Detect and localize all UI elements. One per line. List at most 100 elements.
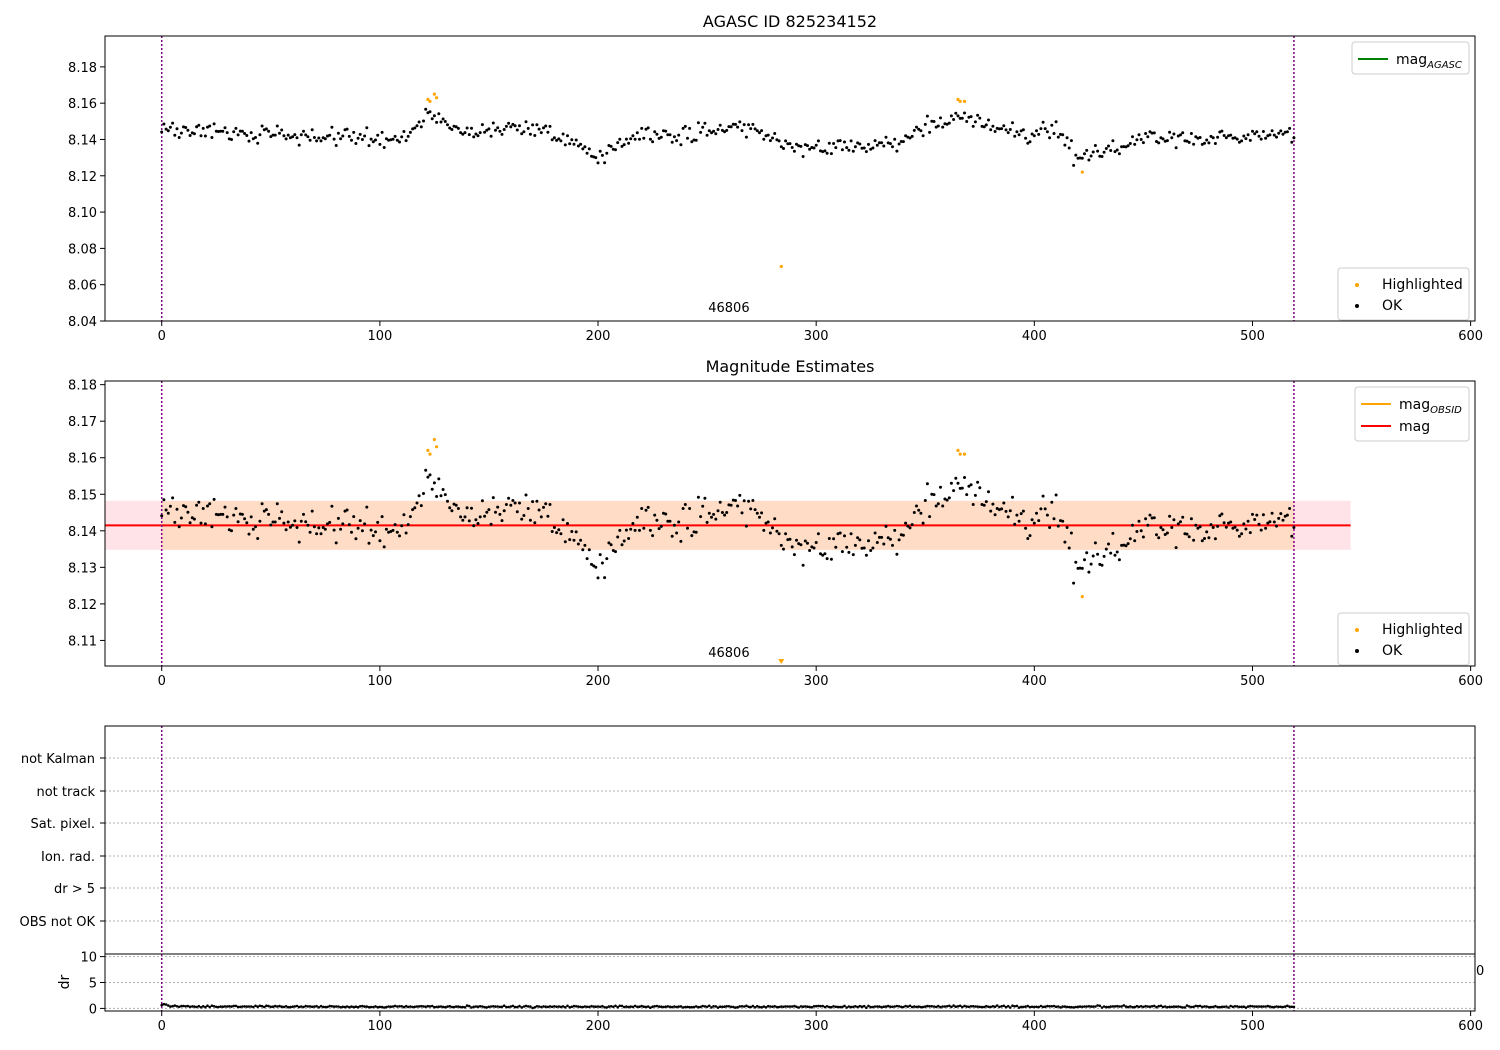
data-point-ok [814,541,818,544]
data-point-ok [336,516,340,520]
dr-point [614,1004,617,1008]
dr-point [662,1005,665,1009]
data-point-ok [417,494,421,498]
data-point-ok [1100,563,1104,567]
dr-point [195,1005,198,1009]
data-point-ok [939,116,942,120]
data-point-ok [184,505,188,509]
dr-point [801,1005,805,1008]
data-point-ok [358,519,362,523]
data-point-ok [644,508,648,512]
dr-point [221,1005,225,1008]
dr-point [1179,1005,1182,1009]
data-point-ok [1288,507,1292,510]
dr-point [834,1005,838,1009]
data-point-ok [991,502,995,506]
data-point-ok [199,521,203,525]
data-point-ok [904,521,908,525]
data-point-ok [607,541,611,545]
dr-point [500,1005,504,1009]
dr-point [544,1005,547,1008]
data-point-ok [915,504,918,508]
dr-point [1249,1004,1252,1008]
data-point-ok [570,138,574,142]
dr-point [341,1005,345,1009]
dr-point [921,1005,925,1009]
dr-point [891,1005,894,1009]
data-point-ok [1052,132,1056,135]
data-point-ok [744,524,748,528]
data-point-ok [472,135,476,139]
data-point-ok [219,512,223,516]
data-point-ok [1213,537,1217,541]
data-point-ok [1074,560,1078,564]
dr-point [684,1005,687,1009]
data-point-ok [771,526,774,530]
data-point-ok [332,137,336,141]
data-point-ok [550,530,554,533]
data-point-ok [1043,127,1047,131]
dr-point [847,1005,851,1008]
magnitude-estimates-panel: Magnitude Estimates 46806 0 100 200 300 400 5… [68,357,1483,689]
data-point-ok [494,128,497,132]
data-point-ok [308,138,312,142]
dr-point [1059,1006,1062,1009]
dr-point [640,1004,643,1008]
data-point-ok [356,136,360,140]
data-point-ok [847,148,851,152]
data-point-ok [1222,134,1226,137]
data-point-ok [236,133,240,137]
data-point-ok [790,545,794,549]
data-point-ok [439,120,443,124]
data-point-ok [243,517,247,521]
data-point-ok [395,138,399,142]
dr-point [620,1004,624,1008]
dr-point [271,1005,275,1008]
data-point-ok [1021,509,1025,513]
data-point-ok [620,543,624,547]
dr-point [546,1005,550,1009]
dr-point [273,1004,277,1008]
data-point-ok [699,130,703,134]
dr-point [197,1004,201,1008]
dr-point [1122,1004,1126,1007]
data-point-ok [1237,534,1241,538]
data-point-ok [273,133,277,137]
dr-point [766,1004,770,1008]
dr-point [980,1005,984,1009]
dr-point [439,1005,443,1008]
data-point-ok [581,147,585,151]
data-point-ok [760,511,764,515]
legend-marker [1355,283,1359,287]
data-point-ok [936,502,940,506]
data-point-ok [1290,140,1294,144]
data-point-ok [1002,124,1006,128]
dr-point [771,1005,774,1008]
dr-point [398,1005,401,1008]
data-point-ok [1104,147,1108,150]
dr-point [332,1005,336,1008]
dr-point [952,1004,955,1007]
data-point-ok [526,507,530,510]
data-point-ok [212,122,216,126]
data-point-ok [500,132,504,136]
dr-point [1277,1005,1280,1009]
data-point-ok [531,123,535,127]
data-point-ok [384,527,388,531]
dr-point [810,1006,814,1009]
data-point-ok [738,493,742,497]
dr-point [400,1005,404,1008]
data-point-ok [642,526,646,530]
data-point-ok [424,468,428,472]
data-point-ok [694,530,698,534]
data-point-ok [633,137,637,141]
data-point-ok [956,114,960,118]
data-point-ok [1216,135,1220,139]
data-point-ok [570,530,574,533]
dr-point [858,1004,862,1008]
dr-point [934,1005,938,1009]
data-point-ok [1024,526,1028,530]
data-point-ok [1087,158,1091,162]
dr-point [422,1005,425,1008]
dr-point [1244,1006,1248,1009]
